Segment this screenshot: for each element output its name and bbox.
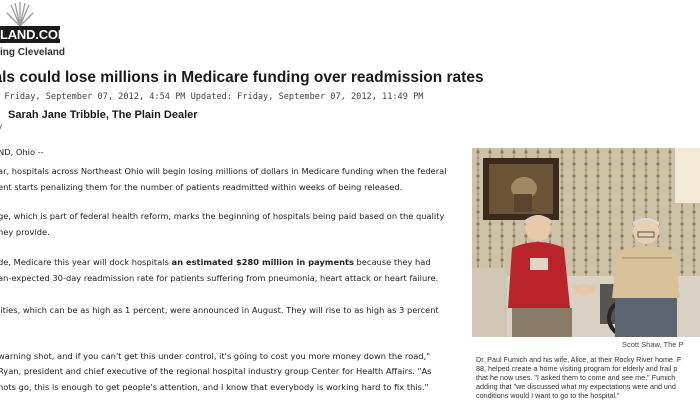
photo-caption-line: 88, helped create a home visiting progra…: [476, 364, 678, 373]
photo-caption-line: conditions would I want to go to the hos…: [476, 391, 620, 400]
article-headline: itals could lose millions in Medicare fu…: [0, 69, 484, 86]
article-text-segment: because they had: [353, 257, 431, 267]
article-dateline: ND, Ohio --: [0, 147, 44, 157]
article-text-segment: de, Medicare this year will dock hospita…: [0, 257, 172, 267]
article-text-line: de, Medicare this year will dock hospita…: [0, 257, 431, 267]
article-text-line: ent starts penalizing them for the numbe…: [0, 182, 403, 192]
article-text-line: Ryan, president and chief executive of t…: [0, 366, 432, 376]
photo-caption-line: that he now uses. "I asked them to come …: [476, 373, 676, 382]
sunburst-icon: [6, 2, 34, 27]
article-text-line: ar, hospitals across Northeast Ohio will…: [0, 166, 447, 176]
site-logo[interactable]: LAND.COM ing Cleveland: [0, 0, 66, 60]
article-text-line: hey provide.: [0, 227, 50, 237]
article-text-line: lities, which can be as high as 1 percen…: [0, 305, 439, 315]
photo-caption-line: adding that "we discussed what my expect…: [476, 382, 676, 391]
logo-tagline: ing Cleveland: [0, 47, 66, 58]
couple-photo-illustration: [472, 148, 700, 337]
article-byline[interactable]: Sarah Jane Tribble, The Plain Dealer: [8, 109, 198, 121]
byline-continued: y: [0, 122, 2, 133]
photo-caption-line: Dr. Paul Fumich and his wife, Alice, at …: [476, 355, 682, 364]
photo-credit: Scott Shaw, The P: [622, 340, 684, 349]
logo-wordmark: LAND.COM: [0, 26, 60, 43]
article-timestamps: : Friday, September 07, 2012, 4:54 PM Up…: [0, 92, 424, 102]
article-photo[interactable]: [472, 148, 700, 337]
article-text-line: hots go, this is enough to get people's …: [0, 382, 429, 392]
article-text-line: an-expected 30-day readmission rate for …: [0, 273, 439, 283]
article-emphasis: an estimated $280 million in payments: [171, 257, 354, 267]
article-text-line: warning shot, and if you can't get this …: [0, 351, 431, 361]
article-text-line: ge, which is part of federal health refo…: [0, 211, 445, 221]
